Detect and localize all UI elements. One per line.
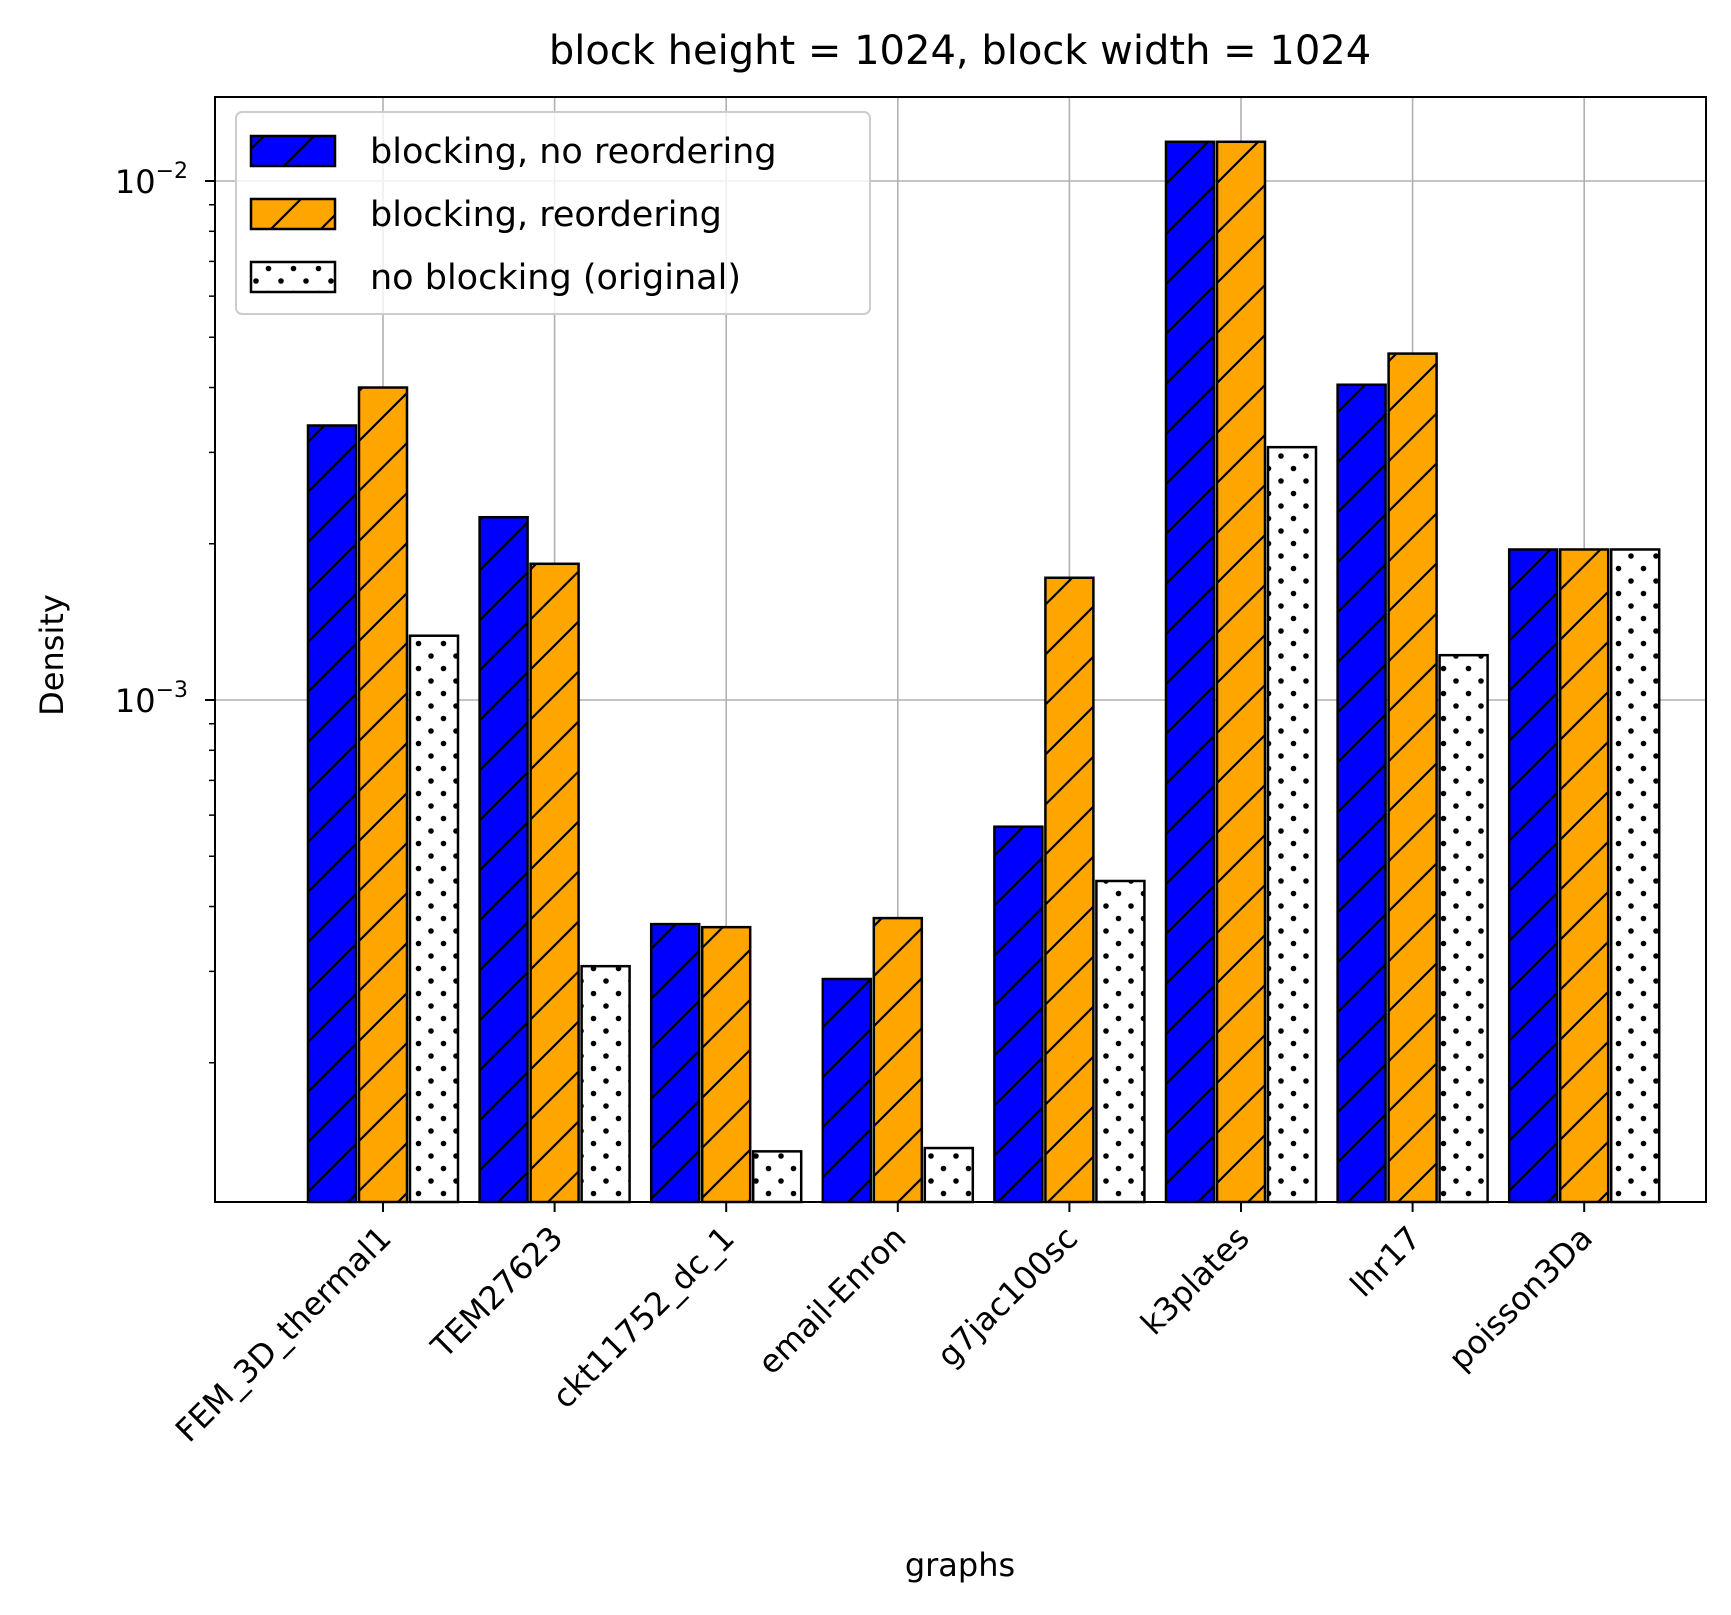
bar bbox=[1609, 548, 1661, 1204]
x-tick-label: FEM_3D_thermal1 bbox=[168, 1219, 399, 1450]
bar bbox=[1558, 548, 1610, 1204]
x-tick-label: TEM27623 bbox=[423, 1219, 570, 1366]
bar bbox=[1215, 140, 1267, 1204]
bar bbox=[1336, 383, 1387, 1204]
x-tick-label: email-Enron bbox=[750, 1219, 913, 1382]
x-tick-label: ckt11752_dc_1 bbox=[545, 1219, 742, 1416]
bar bbox=[993, 825, 1044, 1204]
bar bbox=[357, 386, 409, 1204]
legend-box bbox=[235, 111, 871, 315]
chart-title: block height = 1024, block width = 1024 bbox=[549, 28, 1371, 74]
legend-swatch bbox=[249, 197, 337, 231]
bar bbox=[700, 925, 752, 1204]
bar bbox=[1044, 576, 1095, 1204]
x-tick-label: k3plates bbox=[1133, 1219, 1256, 1342]
legend-swatch bbox=[249, 260, 337, 294]
bar bbox=[580, 964, 631, 1204]
y-tick-label: 10−2 bbox=[115, 159, 188, 201]
bar bbox=[649, 922, 701, 1204]
bar bbox=[408, 634, 460, 1204]
bar bbox=[872, 916, 924, 1204]
x-tick-label: g7jac100sc bbox=[929, 1219, 1085, 1375]
bar bbox=[306, 424, 358, 1204]
bar bbox=[1387, 352, 1438, 1204]
bar bbox=[478, 515, 529, 1204]
bar bbox=[529, 562, 580, 1204]
bar bbox=[1507, 548, 1559, 1204]
legend-label: no blocking (original) bbox=[370, 258, 741, 298]
bar bbox=[1095, 879, 1146, 1204]
bar bbox=[751, 1150, 803, 1204]
y-axis-ticks: 10−2 10−3 bbox=[115, 159, 215, 1064]
x-axis-label: graphs bbox=[905, 1546, 1015, 1584]
legend-label: blocking, no reordering bbox=[370, 132, 777, 172]
y-tick-label: 10−3 bbox=[115, 678, 188, 720]
legend-swatch bbox=[249, 134, 337, 168]
plot-frame bbox=[214, 96, 1707, 1203]
bar bbox=[821, 977, 873, 1204]
x-tick-label: poisson3Da bbox=[1441, 1219, 1600, 1378]
bar bbox=[1266, 445, 1318, 1204]
x-tick-label: lhr17 bbox=[1343, 1219, 1429, 1305]
y-axis-label: Density bbox=[33, 594, 71, 716]
bar bbox=[1438, 653, 1489, 1204]
bar bbox=[923, 1146, 975, 1204]
legend: blocking, no reordering blocking, reorder… bbox=[235, 111, 871, 315]
bar bbox=[1164, 140, 1216, 1204]
legend-label: blocking, reordering bbox=[370, 195, 722, 235]
